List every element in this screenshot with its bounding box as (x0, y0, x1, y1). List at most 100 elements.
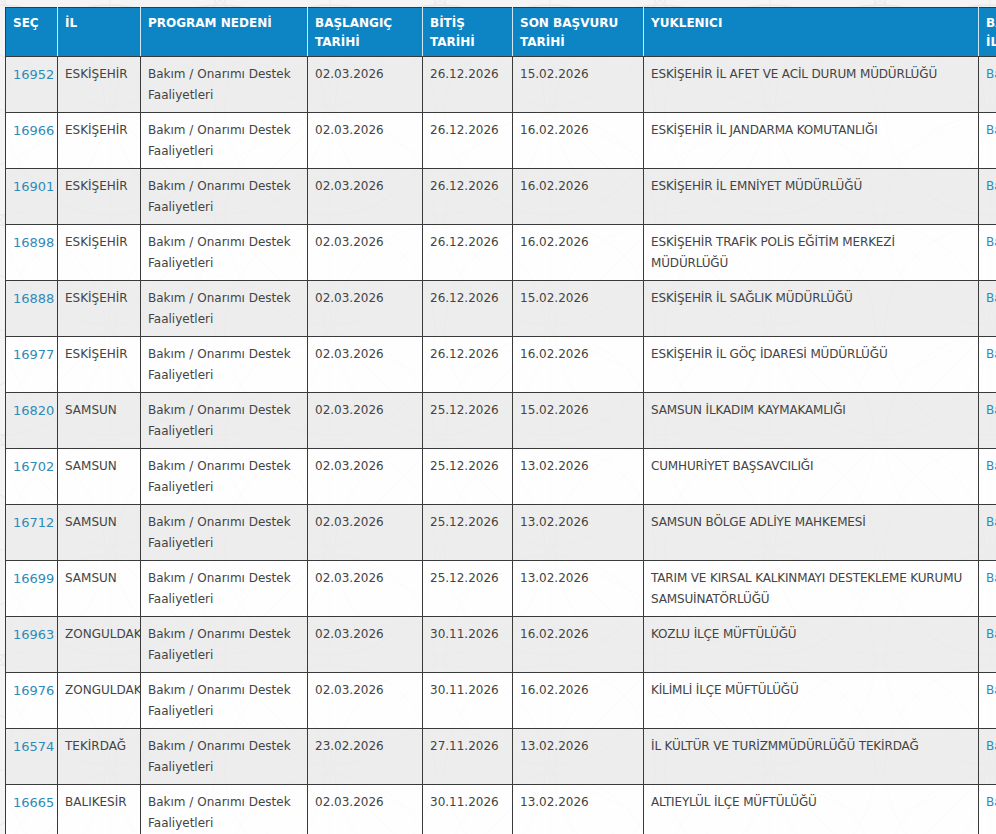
cell-il: SAMSUN (58, 505, 141, 561)
table-row: 16699 SAMSUN Bakım / Onarımı Destek Faal… (6, 561, 996, 617)
program-id-link[interactable]: 16665 (13, 795, 54, 810)
program-id-link[interactable]: 16898 (13, 235, 54, 250)
basvuru-ilani-link[interactable]: Başvuru İlanı (986, 179, 996, 193)
cell-yuklenici: ESKİŞEHİR İL JANDARMA KOMUTANLIĞI (644, 113, 979, 169)
basvuru-ilani-link[interactable]: Başvuru İlanı (986, 123, 996, 137)
program-nedeni-value: Bakım / Onarımı Destek Faaliyetleri (148, 347, 291, 382)
basvuru-ilani-link[interactable]: Başvuru İlanı (986, 459, 996, 473)
cell-il: ESKİŞEHİR (58, 57, 141, 113)
son-basvuru-tarihi-value: 16.02.2026 (520, 235, 589, 249)
program-id-link[interactable]: 16901 (13, 179, 54, 194)
baslangic-tarihi-value: 02.03.2026 (315, 179, 384, 193)
program-nedeni-value: Bakım / Onarımı Destek Faaliyetleri (148, 403, 291, 438)
cell-basvuru-ilani: Başvuru İlanı (979, 281, 996, 337)
program-nedeni-value: Bakım / Onarımı Destek Faaliyetleri (148, 515, 291, 550)
cell-baslangic-tarihi: 02.03.2026 (308, 169, 423, 225)
basvuru-ilani-link[interactable]: Başvuru İlanı (986, 739, 996, 753)
basvuru-ilani-link[interactable]: Başvuru İlanı (986, 795, 996, 809)
cell-bitis-tarihi: 30.11.2026 (423, 617, 513, 673)
cell-sec: 16888 (6, 281, 58, 337)
column-header-bitis-tarihi: BİTİŞ TARİHİ (423, 8, 513, 57)
basvuru-ilani-link[interactable]: Başvuru İlanı (986, 515, 996, 529)
yuklenici-value: TARIM VE KIRSAL KALKINMAYI DESTEKLEME KU… (651, 571, 962, 606)
il-value: ESKİŞEHİR (65, 235, 128, 249)
cell-sec: 16574 (6, 729, 58, 785)
basvuru-ilani-link[interactable]: Başvuru İlanı (986, 571, 996, 585)
column-header-baslangic-tarihi: BAŞLANGIÇ TARİHİ (308, 8, 423, 57)
program-id-link[interactable]: 16977 (13, 347, 54, 362)
cell-program-nedeni: Bakım / Onarımı Destek Faaliyetleri (141, 729, 308, 785)
cell-il: BALIKESİR (58, 785, 141, 834)
baslangic-tarihi-value: 02.03.2026 (315, 515, 384, 529)
program-nedeni-value: Bakım / Onarımı Destek Faaliyetleri (148, 795, 291, 830)
yuklenici-value: ESKİŞEHİR TRAFİK POLİS EĞİTİM MERKEZİ MÜ… (651, 235, 895, 270)
bitis-tarihi-value: 26.12.2026 (430, 67, 499, 81)
cell-son-basvuru-tarihi: 15.02.2026 (513, 57, 644, 113)
cell-baslangic-tarihi: 02.03.2026 (308, 673, 423, 729)
il-value: TEKİRDAĞ (65, 739, 126, 753)
yuklenici-value: KİLİMLİ İLÇE MÜFTÜLÜĞÜ (651, 683, 799, 697)
basvuru-ilani-link[interactable]: Başvuru İlanı (986, 291, 996, 305)
cell-sec: 16898 (6, 225, 58, 281)
cell-bitis-tarihi: 27.11.2026 (423, 729, 513, 785)
program-nedeni-value: Bakım / Onarımı Destek Faaliyetleri (148, 627, 291, 662)
son-basvuru-tarihi-value: 13.02.2026 (520, 515, 589, 529)
baslangic-tarihi-value: 02.03.2026 (315, 459, 384, 473)
cell-son-basvuru-tarihi: 13.02.2026 (513, 561, 644, 617)
son-basvuru-tarihi-value: 16.02.2026 (520, 347, 589, 361)
basvuru-ilani-link[interactable]: Başvuru İlanı (986, 67, 996, 81)
cell-program-nedeni: Bakım / Onarımı Destek Faaliyetleri (141, 113, 308, 169)
cell-sec: 16820 (6, 393, 58, 449)
yuklenici-value: ESKİŞEHİR İL JANDARMA KOMUTANLIĞI (651, 123, 878, 137)
basvuru-ilani-link[interactable]: Başvuru İlanı (986, 235, 996, 249)
header-row: SEÇ İL PROGRAM NEDENİ BAŞLANGIÇ TARİHİ B… (6, 8, 996, 57)
table-row: 16963 ZONGULDAK Bakım / Onarımı Destek F… (6, 617, 996, 673)
baslangic-tarihi-value: 02.03.2026 (315, 571, 384, 585)
cell-bitis-tarihi: 26.12.2026 (423, 281, 513, 337)
cell-baslangic-tarihi: 23.02.2026 (308, 729, 423, 785)
program-id-link[interactable]: 16702 (13, 459, 54, 474)
cell-program-nedeni: Bakım / Onarımı Destek Faaliyetleri (141, 337, 308, 393)
cell-son-basvuru-tarihi: 13.02.2026 (513, 505, 644, 561)
table-row: 16901 ESKİŞEHİR Bakım / Onarımı Destek F… (6, 169, 996, 225)
basvuru-ilani-link[interactable]: Başvuru İlanı (986, 403, 996, 417)
table-row: 16977 ESKİŞEHİR Bakım / Onarımı Destek F… (6, 337, 996, 393)
program-id-link[interactable]: 16976 (13, 683, 54, 698)
program-id-link[interactable]: 16888 (13, 291, 54, 306)
cell-bitis-tarihi: 26.12.2026 (423, 225, 513, 281)
program-id-link[interactable]: 16712 (13, 515, 54, 530)
son-basvuru-tarihi-value: 15.02.2026 (520, 403, 589, 417)
program-id-link[interactable]: 16963 (13, 627, 54, 642)
basvuru-ilani-link[interactable]: Başvuru İlanı (986, 683, 996, 697)
cell-baslangic-tarihi: 02.03.2026 (308, 113, 423, 169)
cell-son-basvuru-tarihi: 16.02.2026 (513, 673, 644, 729)
programs-table-container: SEÇ İL PROGRAM NEDENİ BAŞLANGIÇ TARİHİ B… (5, 7, 996, 834)
cell-baslangic-tarihi: 02.03.2026 (308, 281, 423, 337)
bitis-tarihi-value: 30.11.2026 (430, 627, 499, 641)
bitis-tarihi-value: 25.12.2026 (430, 515, 499, 529)
cell-il: ESKİŞEHİR (58, 169, 141, 225)
program-nedeni-value: Bakım / Onarımı Destek Faaliyetleri (148, 291, 291, 326)
program-id-link[interactable]: 16574 (13, 739, 54, 754)
basvuru-ilani-link[interactable]: Başvuru İlanı (986, 627, 996, 641)
column-header-yuklenici: YUKLENICI (644, 8, 979, 57)
il-value: ESKİŞEHİR (65, 67, 128, 81)
table-row: 16574 TEKİRDAĞ Bakım / Onarımı Destek Fa… (6, 729, 996, 785)
program-id-link[interactable]: 16952 (13, 67, 54, 82)
program-id-link[interactable]: 16699 (13, 571, 54, 586)
il-value: ESKİŞEHİR (65, 291, 128, 305)
basvuru-ilani-link[interactable]: Başvuru İlanı (986, 347, 996, 361)
cell-sec: 16952 (6, 57, 58, 113)
baslangic-tarihi-value: 02.03.2026 (315, 67, 384, 81)
program-id-link[interactable]: 16966 (13, 123, 54, 138)
cell-basvuru-ilani: Başvuru İlanı (979, 561, 996, 617)
il-value: ZONGULDAK (65, 683, 141, 697)
column-header-basvuru-ilani: BAŞVURU İLANI (979, 8, 996, 57)
cell-baslangic-tarihi: 02.03.2026 (308, 561, 423, 617)
cell-yuklenici: KİLİMLİ İLÇE MÜFTÜLÜĞÜ (644, 673, 979, 729)
il-value: ESKİŞEHİR (65, 179, 128, 193)
cell-sec: 16966 (6, 113, 58, 169)
son-basvuru-tarihi-value: 13.02.2026 (520, 739, 589, 753)
cell-il: SAMSUN (58, 393, 141, 449)
program-id-link[interactable]: 16820 (13, 403, 54, 418)
